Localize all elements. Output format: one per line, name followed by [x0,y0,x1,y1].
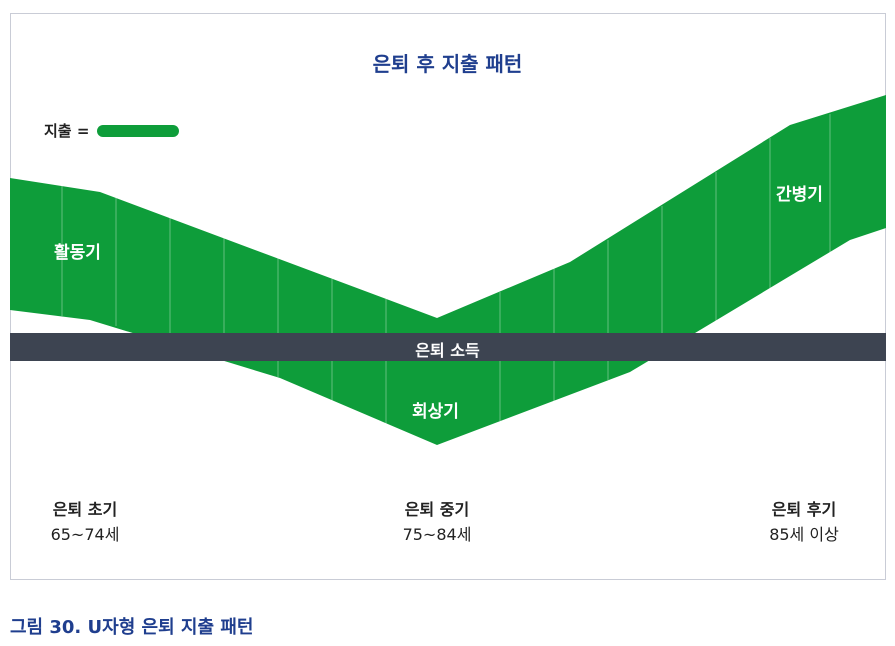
spending-band [10,95,886,445]
phase-active-label: 활동기 [54,243,101,263]
band-stripes [61,114,831,425]
figure-caption: 그림 30. U자형 은퇴 지출 패턴 [10,617,254,638]
stage-middle-name: 은퇴 중기 [404,500,470,519]
legend-swatch [97,124,180,137]
income-bar [10,333,886,361]
legend: 지출 = [44,120,180,141]
income-bar-label: 은퇴 소득 [415,341,480,360]
stage-late-name: 은퇴 후기 [771,500,837,519]
stage-middle-age: 75~84세 [402,525,472,544]
stage-late: 은퇴 후기 85세 이상 [744,497,864,547]
stage-early: 은퇴 초기 65~74세 [30,497,140,547]
stage-early-name: 은퇴 초기 [52,500,118,519]
phase-care-label: 간병기 [776,185,823,205]
stage-middle: 은퇴 중기 75~84세 [382,497,492,547]
diagram-title: 은퇴 후 지출 패턴 [372,52,523,76]
stage-late-age: 85세 이상 [769,525,839,544]
stage-early-age: 65~74세 [50,525,120,544]
phase-recall-label: 회상기 [412,402,459,422]
legend-label: 지출 = [44,122,90,140]
